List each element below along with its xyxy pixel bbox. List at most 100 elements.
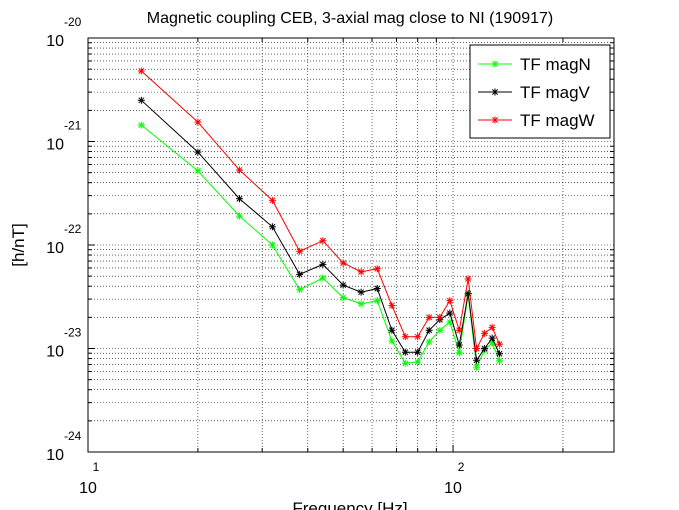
- marker-stroke: [473, 364, 480, 371]
- data-point: [235, 212, 243, 220]
- data-point: [473, 363, 481, 371]
- data-point: [194, 167, 202, 175]
- marker-stroke: [402, 333, 409, 340]
- marker-stroke: [340, 260, 347, 266]
- data-point: [401, 348, 409, 356]
- marker-stroke: [492, 89, 498, 95]
- data-point: [388, 337, 396, 345]
- legend-marker: [491, 60, 499, 68]
- legend-label: TF magV: [520, 83, 591, 102]
- data-point: [137, 67, 145, 75]
- marker-stroke: [236, 167, 243, 174]
- data-point: [319, 274, 327, 282]
- data-point: [436, 313, 444, 321]
- marker-stroke: [465, 275, 472, 282]
- data-point: [436, 326, 444, 334]
- marker-stroke: [296, 286, 303, 293]
- data-point: [339, 281, 347, 289]
- marker-stroke: [319, 261, 326, 268]
- marker-stroke: [426, 314, 433, 321]
- marker-stroke: [388, 327, 395, 334]
- y-tick-exponent: -22: [64, 222, 82, 236]
- data-point: [464, 275, 472, 283]
- marker-stroke: [456, 349, 463, 356]
- data-point: [425, 313, 433, 321]
- marker-stroke: [388, 302, 395, 309]
- plot-border: [87, 37, 615, 453]
- data-point: [414, 348, 422, 356]
- data-point: [339, 259, 347, 267]
- marker-stroke: [358, 300, 365, 307]
- data-point: [455, 341, 463, 349]
- data-point: [401, 333, 409, 341]
- data-point: [473, 345, 481, 352]
- marker-stroke: [492, 61, 498, 67]
- x-axis-label: Frequency [Hz]: [292, 499, 407, 510]
- data-point: [357, 300, 365, 308]
- data-point: [455, 349, 463, 357]
- marker-stroke: [194, 167, 201, 174]
- marker-stroke: [374, 285, 381, 292]
- data-point: [357, 268, 365, 276]
- marker-stroke: [414, 359, 421, 366]
- legend-marker: [491, 116, 499, 124]
- marker-stroke: [319, 237, 326, 244]
- marker-stroke: [489, 324, 496, 331]
- marker-stroke: [473, 357, 480, 364]
- marker-stroke: [481, 345, 488, 352]
- data-point: [481, 345, 489, 352]
- data-point: [373, 284, 381, 292]
- marker-stroke: [319, 275, 326, 281]
- data-point: [296, 270, 304, 278]
- data-point: [235, 166, 243, 174]
- data-point: [414, 358, 422, 366]
- marker-stroke: [236, 213, 243, 220]
- y-axis-label: [h/nT]: [9, 223, 28, 266]
- marker-stroke: [436, 327, 443, 334]
- data-point: [137, 121, 145, 129]
- legend-label: TF magW: [520, 111, 595, 130]
- marker-stroke: [402, 349, 409, 356]
- marker-stroke: [496, 357, 503, 364]
- marker-stroke: [426, 338, 433, 345]
- marker-stroke: [358, 289, 365, 296]
- marker-stroke: [138, 122, 145, 129]
- data-point: [373, 297, 381, 305]
- y-tick-exponent: -20: [64, 15, 82, 29]
- data-point: [425, 338, 433, 346]
- marker-stroke: [296, 271, 303, 278]
- chart-title: Magnetic coupling CEB, 3-axial mag close…: [147, 10, 553, 27]
- data-point: [446, 297, 454, 305]
- data-point: [194, 148, 202, 156]
- legend-marker: [491, 88, 499, 96]
- marker-stroke: [194, 149, 201, 156]
- marker-stroke: [456, 327, 463, 334]
- legend-label: TF magN: [520, 55, 591, 74]
- data-point: [455, 326, 463, 334]
- data-point: [137, 96, 145, 104]
- y-tick-label: 10: [46, 344, 64, 361]
- y-tick-label: 10: [46, 33, 64, 50]
- x-tick-label: 10: [79, 480, 97, 497]
- x-tick-exponent: 1: [93, 460, 100, 474]
- y-tick-label: 10: [46, 240, 64, 257]
- y-tick-exponent: -24: [64, 429, 82, 443]
- marker-stroke: [138, 68, 145, 74]
- y-tick-label: 10: [46, 447, 64, 464]
- marker-stroke: [492, 117, 498, 123]
- marker-stroke: [269, 197, 276, 204]
- marker-stroke: [481, 330, 488, 337]
- marker-stroke: [402, 360, 409, 367]
- marker-stroke: [269, 242, 276, 248]
- x-tick-label: 10: [444, 480, 462, 497]
- data-point: [194, 118, 202, 126]
- marker-stroke: [340, 282, 347, 289]
- marker-stroke: [436, 314, 443, 321]
- marker-stroke: [456, 342, 463, 349]
- data-point: [388, 302, 396, 310]
- data-point: [235, 195, 243, 203]
- data-point: [357, 288, 365, 296]
- y-tick-label: 10: [46, 137, 64, 154]
- data-point: [495, 357, 503, 365]
